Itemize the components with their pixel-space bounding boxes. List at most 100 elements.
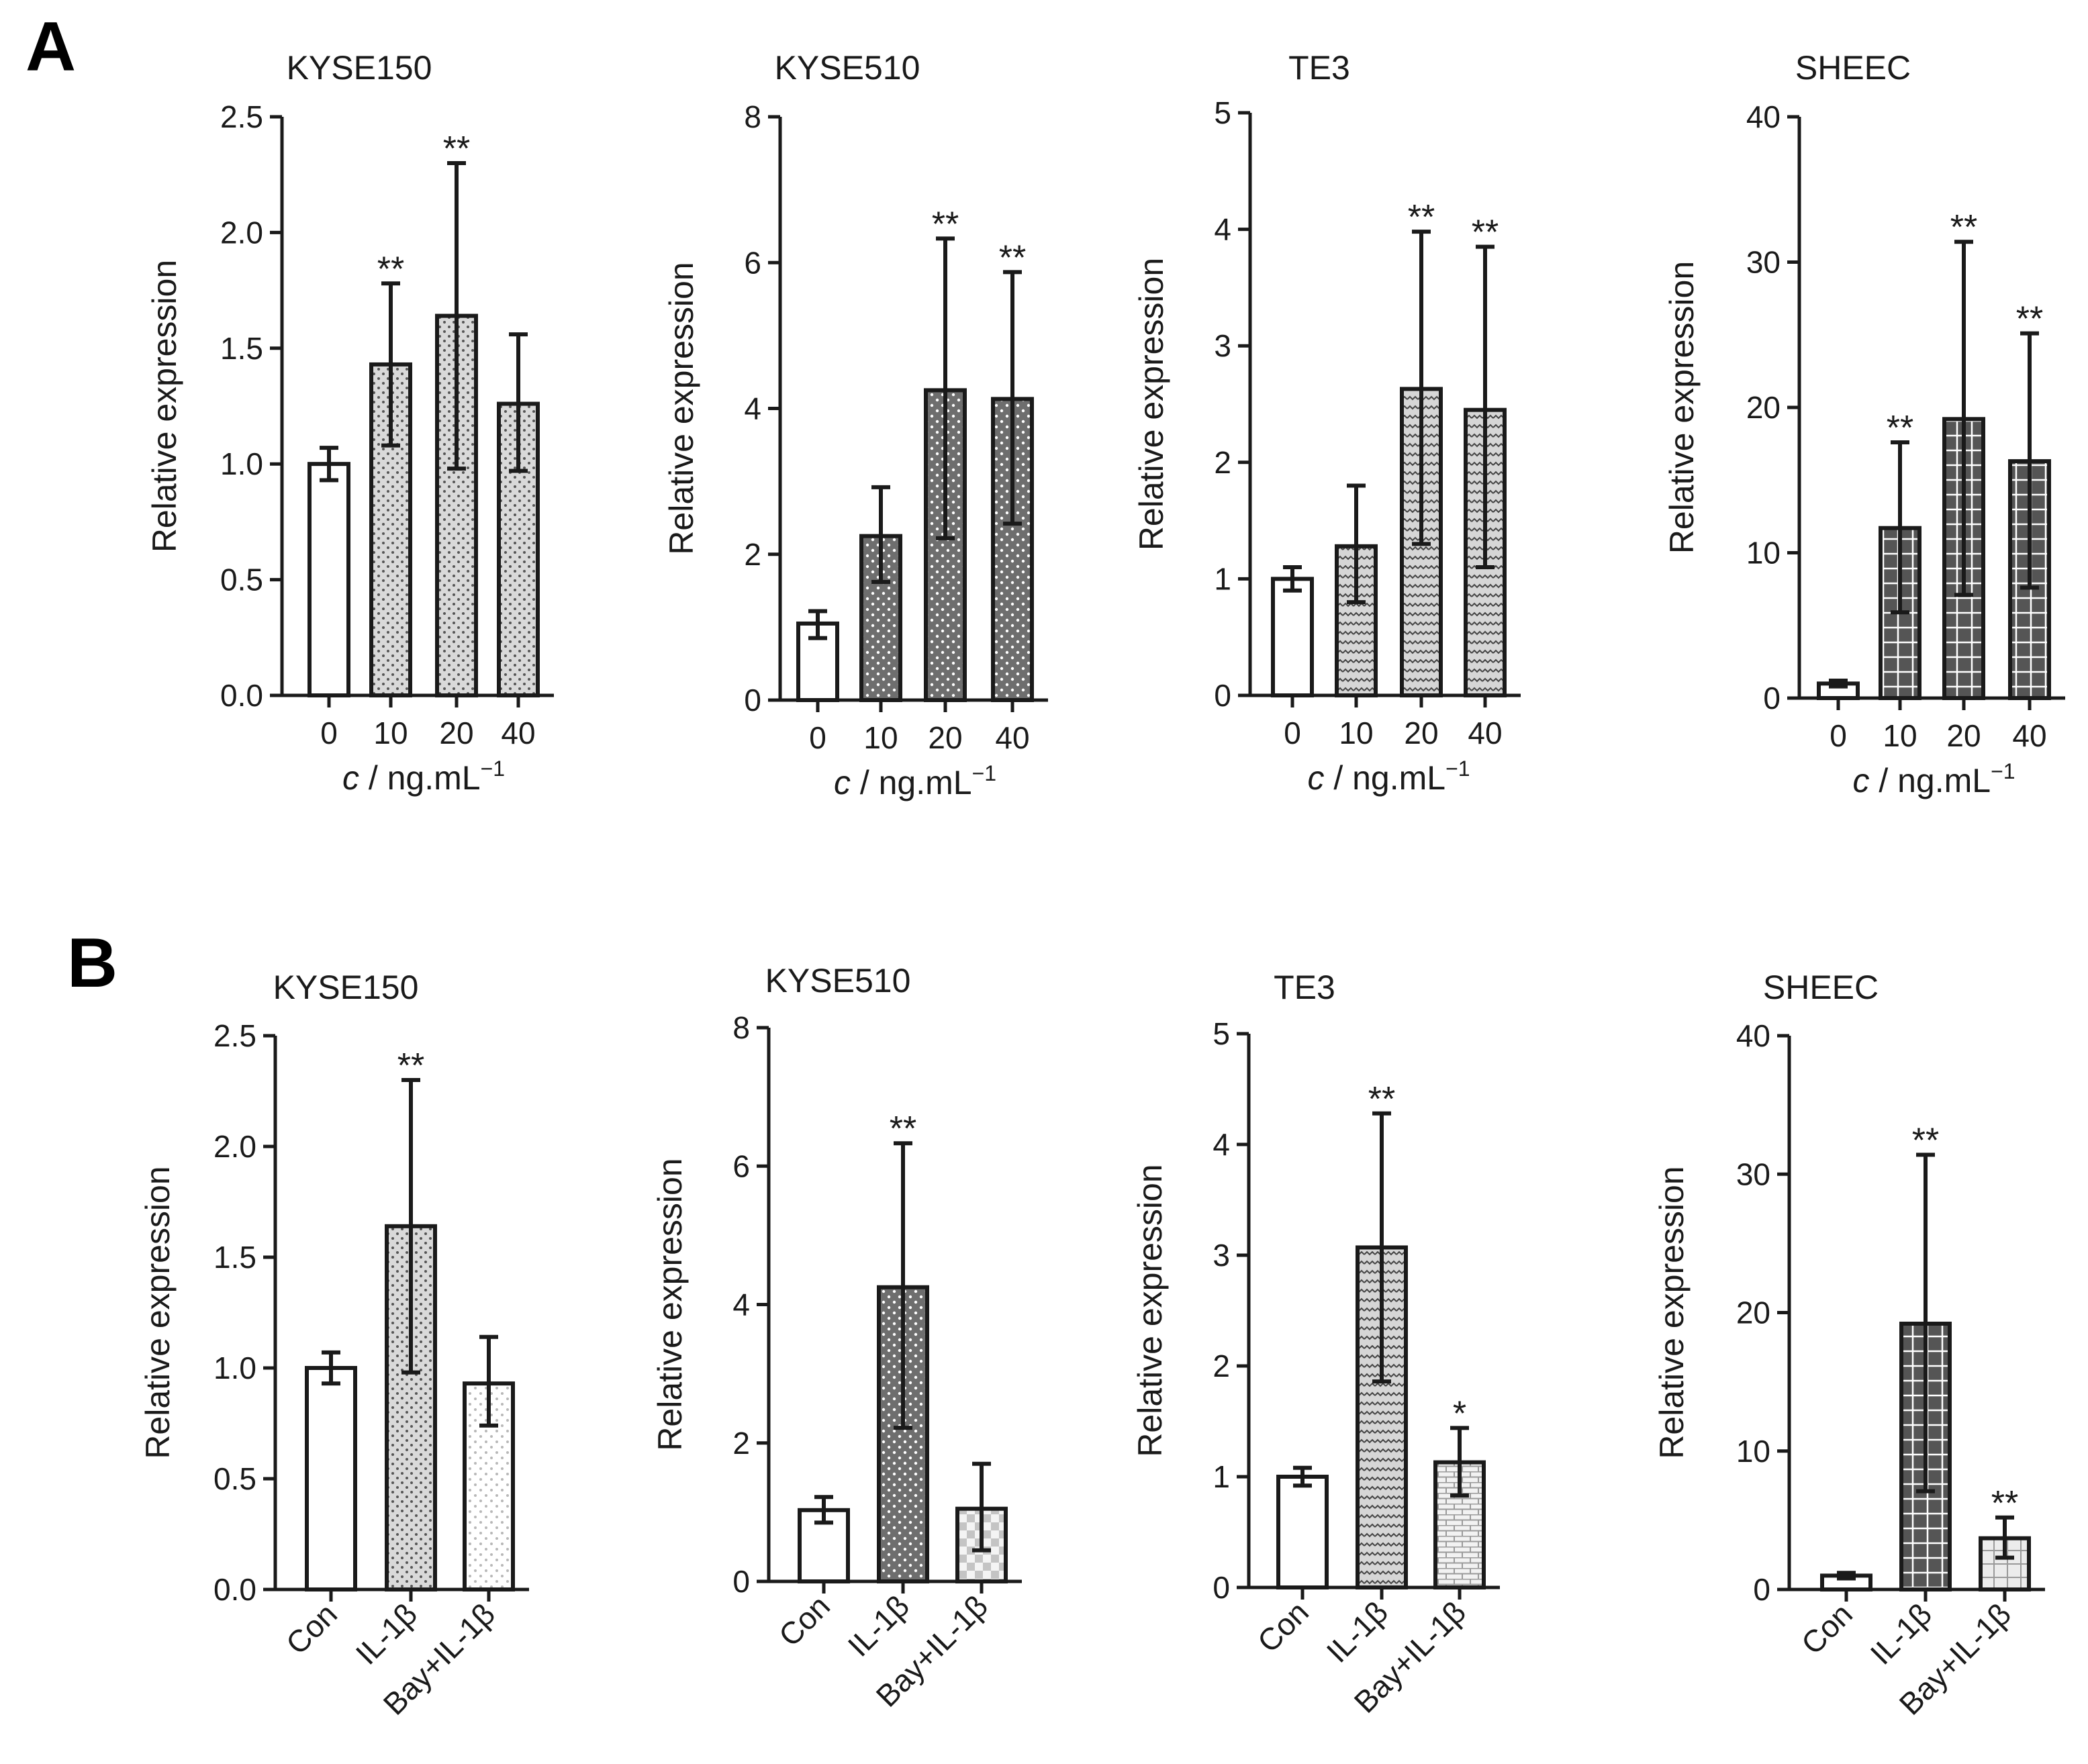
y-tick-label: 2.0 [213,1129,256,1164]
significance-marker: ** [1887,409,1913,448]
y-axis-label: Relative expression [1131,1164,1169,1457]
x-tick-label: 0 [1830,718,1847,753]
y-axis-label: Relative expression [651,1158,689,1451]
y-tick-label: 0 [1213,1570,1230,1605]
panel-letter-a: A [26,8,76,86]
x-axis-title-unit: / ng.mL [851,764,972,801]
bar [307,462,350,697]
x-tick-label: IL-1β [841,1588,916,1663]
chart-kyse150-b: KYSE150 0.0 0.5 1.0 1.5 2.0 2.5 Relative expres… [139,969,529,1722]
y-tick-label: 1.5 [220,331,263,366]
significance-marker: * [1453,1394,1466,1433]
y-axis-label: Relative expression [139,1166,177,1459]
x-tick-label: 20 [1404,716,1438,750]
y-tick-label: 20 [1736,1295,1770,1330]
x-tick-label: 20 [439,716,473,750]
significance-marker: ** [443,130,470,168]
y-tick-label: 2 [744,537,761,572]
y-tick-label: 40 [1746,99,1781,134]
y-tick-label: 30 [1736,1157,1770,1191]
chart-title: KYSE510 [765,962,911,999]
bar [1271,577,1314,698]
y-tick-label: 10 [1746,536,1781,571]
x-axis-title-variable: c [1307,759,1324,797]
chart-title: SHEEC [1795,49,1911,87]
chart-title: KYSE150 [287,49,432,87]
y-tick-label: 2 [1214,445,1231,480]
y-axis-label: Relative expression [1133,258,1170,550]
chart-kyse510-a: KYSE510 0 2 4 6 8 Relative expression 0 10 ** 20 **… [663,49,1048,801]
y-tick-label: 2.5 [213,1018,256,1053]
y-tick-label: 0 [1763,681,1781,716]
x-tick-label: 40 [2012,718,2046,753]
significance-marker: ** [1368,1080,1395,1119]
x-tick-label: Con [1795,1596,1859,1661]
x-tick-label: 10 [373,716,408,750]
x-tick-label: Con [1251,1594,1315,1659]
x-tick-label: 10 [1339,716,1373,750]
x-tick-label: 0 [809,720,826,755]
x-axis-title-unit: / ng.mL [359,759,481,797]
x-axis-title-exponent: −1 [481,756,505,781]
significance-marker: ** [1912,1121,1939,1160]
x-axis-title-exponent: −1 [972,761,996,785]
y-tick-label: 0 [744,683,761,718]
chart-te3-a: TE3 0 1 2 3 4 5 Relative expression 0 10 ** 20 ** 40 c… [1133,49,1521,797]
x-axis-title-exponent: −1 [1991,759,2015,783]
x-axis-title: c / ng.mL−1 [1307,756,1470,797]
y-tick-label: 30 [1746,245,1781,280]
x-tick-label: 0 [320,716,338,750]
x-tick-label: 20 [1946,718,1981,753]
chart-kyse510-b: KYSE510 0 2 4 6 8 Relative expression Con ** IL-1… [651,962,1022,1714]
chart-title: SHEEC [1763,969,1879,1006]
y-axis-label: Relative expression [1663,261,1701,554]
significance-marker: ** [2016,300,2043,339]
x-axis-title: c / ng.mL−1 [1852,759,2015,799]
x-axis-title-variable: c [834,764,851,801]
significance-marker: ** [999,238,1026,277]
y-axis-label: Relative expression [663,262,700,554]
significance-marker: ** [377,250,404,289]
y-tick-label: 0.0 [213,1572,256,1607]
y-axis-label: Relative expression [1653,1166,1691,1459]
y-tick-label: 2 [732,1426,750,1461]
x-axis-title-unit: / ng.mL [1869,762,1991,799]
significance-marker: ** [1408,198,1435,237]
significance-marker: ** [1991,1484,2018,1523]
y-tick-label: 0.5 [220,562,263,597]
x-axis-title-variable: c [342,759,359,797]
chart-kyse150-a: KYSE150 0.0 0.5 1.0 1.5 2.0 2.5 Relative expres… [146,49,554,797]
y-tick-label: 4 [1214,212,1231,247]
y-tick-label: 5 [1214,95,1231,130]
x-tick-label: 10 [863,720,898,755]
x-tick-label: Con [279,1596,344,1661]
y-tick-label: 10 [1736,1434,1770,1469]
x-axis-title-unit: / ng.mL [1324,759,1445,797]
y-tick-label: 0.0 [220,678,263,713]
x-tick-label: IL-1β [1864,1596,1939,1671]
chart-title: TE3 [1288,49,1350,87]
y-tick-label: 4 [732,1287,750,1322]
x-axis-title: c / ng.mL−1 [342,756,505,797]
x-axis-title-variable: c [1852,762,1869,799]
y-tick-label: 1.0 [220,446,263,481]
chart-title: KYSE510 [775,49,920,87]
y-tick-label: 1.5 [213,1240,256,1275]
x-axis-title: c / ng.mL−1 [834,761,996,801]
x-axis-title-exponent: −1 [1445,756,1470,781]
x-tick-label: 10 [1883,718,1917,753]
y-tick-label: 6 [732,1148,750,1183]
chart-sheec-a: SHEEC 0 10 20 30 40 Relative expression 0 ** 10 **… [1663,49,2065,799]
y-tick-label: 0 [1753,1572,1770,1607]
y-tick-label: 1.0 [213,1351,256,1385]
chart-title: TE3 [1274,969,1335,1006]
y-tick-label: 1 [1214,561,1231,596]
y-tick-label: 4 [744,391,761,426]
significance-marker: ** [932,205,959,244]
significance-marker: ** [1472,213,1499,252]
y-tick-label: 2.0 [220,215,263,250]
x-tick-label: Con [772,1588,837,1653]
y-tick-label: 8 [732,1010,750,1045]
y-tick-label: 20 [1746,390,1781,425]
